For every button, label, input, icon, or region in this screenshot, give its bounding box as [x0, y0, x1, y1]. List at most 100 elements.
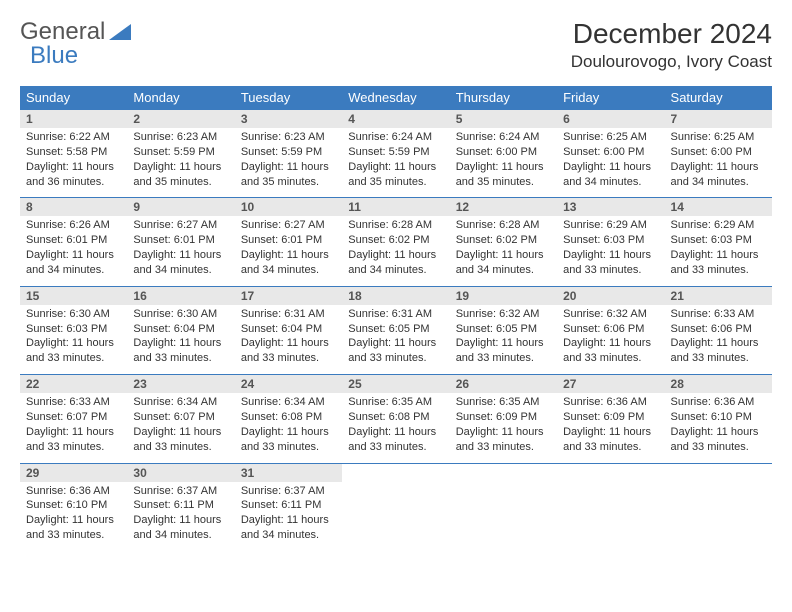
sunset-text: Sunset: 6:07 PM [26, 410, 121, 425]
day-details: Sunrise: 6:22 AMSunset: 5:58 PMDaylight:… [20, 128, 127, 197]
day-details: Sunrise: 6:35 AMSunset: 6:09 PMDaylight:… [450, 393, 557, 462]
day-details: Sunrise: 6:26 AMSunset: 6:01 PMDaylight:… [20, 216, 127, 285]
sunrise-text: Sunrise: 6:29 AM [563, 218, 658, 233]
sunset-text: Sunset: 6:03 PM [563, 233, 658, 248]
sunrise-text: Sunrise: 6:32 AM [456, 307, 551, 322]
day-number: 12 [450, 198, 557, 216]
day-number: 16 [127, 287, 234, 305]
sunset-text: Sunset: 6:01 PM [133, 233, 228, 248]
sunrise-text: Sunrise: 6:27 AM [133, 218, 228, 233]
sunrise-text: Sunrise: 6:28 AM [456, 218, 551, 233]
sunset-text: Sunset: 5:59 PM [348, 145, 443, 160]
sunset-text: Sunset: 6:05 PM [456, 322, 551, 337]
daylight-text: Daylight: 11 hours and 33 minutes. [348, 425, 443, 455]
daylight-text: Daylight: 11 hours and 33 minutes. [456, 336, 551, 366]
calendar-day-cell: 6Sunrise: 6:25 AMSunset: 6:00 PMDaylight… [557, 110, 664, 198]
sunset-text: Sunset: 6:00 PM [456, 145, 551, 160]
sunrise-text: Sunrise: 6:23 AM [133, 130, 228, 145]
daylight-text: Daylight: 11 hours and 33 minutes. [671, 248, 766, 278]
sunset-text: Sunset: 6:03 PM [671, 233, 766, 248]
day-details: Sunrise: 6:28 AMSunset: 6:02 PMDaylight:… [342, 216, 449, 285]
sunset-text: Sunset: 5:59 PM [133, 145, 228, 160]
calendar-day-cell: 10Sunrise: 6:27 AMSunset: 6:01 PMDayligh… [235, 198, 342, 286]
day-number: 6 [557, 110, 664, 128]
day-details: Sunrise: 6:37 AMSunset: 6:11 PMDaylight:… [127, 482, 234, 551]
weekday-header: Sunday [20, 86, 127, 110]
sunset-text: Sunset: 6:02 PM [456, 233, 551, 248]
sunset-text: Sunset: 6:01 PM [26, 233, 121, 248]
day-number: 26 [450, 375, 557, 393]
daylight-text: Daylight: 11 hours and 33 minutes. [133, 336, 228, 366]
daylight-text: Daylight: 11 hours and 34 minutes. [26, 248, 121, 278]
day-number: 2 [127, 110, 234, 128]
day-details: Sunrise: 6:28 AMSunset: 6:02 PMDaylight:… [450, 216, 557, 285]
day-details: Sunrise: 6:27 AMSunset: 6:01 PMDaylight:… [235, 216, 342, 285]
daylight-text: Daylight: 11 hours and 35 minutes. [348, 160, 443, 190]
sunset-text: Sunset: 6:02 PM [348, 233, 443, 248]
daylight-text: Daylight: 11 hours and 34 minutes. [456, 248, 551, 278]
calendar-day-cell: 11Sunrise: 6:28 AMSunset: 6:02 PMDayligh… [342, 198, 449, 286]
day-details: Sunrise: 6:27 AMSunset: 6:01 PMDaylight:… [127, 216, 234, 285]
location-label: Doulourovogo, Ivory Coast [571, 52, 772, 72]
daylight-text: Daylight: 11 hours and 33 minutes. [671, 425, 766, 455]
sunrise-text: Sunrise: 6:36 AM [563, 395, 658, 410]
day-number: 21 [665, 287, 772, 305]
sunrise-text: Sunrise: 6:34 AM [133, 395, 228, 410]
sunset-text: Sunset: 6:00 PM [671, 145, 766, 160]
sunset-text: Sunset: 6:08 PM [241, 410, 336, 425]
daylight-text: Daylight: 11 hours and 34 minutes. [671, 160, 766, 190]
day-details: Sunrise: 6:25 AMSunset: 6:00 PMDaylight:… [557, 128, 664, 197]
sunrise-text: Sunrise: 6:27 AM [241, 218, 336, 233]
day-details: Sunrise: 6:29 AMSunset: 6:03 PMDaylight:… [665, 216, 772, 285]
sunrise-text: Sunrise: 6:32 AM [563, 307, 658, 322]
calendar-day-cell: 28Sunrise: 6:36 AMSunset: 6:10 PMDayligh… [665, 375, 772, 463]
sunset-text: Sunset: 6:04 PM [241, 322, 336, 337]
day-details: Sunrise: 6:30 AMSunset: 6:04 PMDaylight:… [127, 305, 234, 374]
sunrise-text: Sunrise: 6:24 AM [348, 130, 443, 145]
calendar-header-row: SundayMondayTuesdayWednesdayThursdayFrid… [20, 86, 772, 110]
day-details: Sunrise: 6:25 AMSunset: 6:00 PMDaylight:… [665, 128, 772, 197]
calendar-day-cell: 8Sunrise: 6:26 AMSunset: 6:01 PMDaylight… [20, 198, 127, 286]
calendar-day-cell: 19Sunrise: 6:32 AMSunset: 6:05 PMDayligh… [450, 286, 557, 374]
logo-triangle-icon [109, 24, 131, 40]
calendar-week-row: 29Sunrise: 6:36 AMSunset: 6:10 PMDayligh… [20, 463, 772, 551]
calendar-empty-cell [557, 463, 664, 551]
daylight-text: Daylight: 11 hours and 33 minutes. [563, 248, 658, 278]
sunrise-text: Sunrise: 6:22 AM [26, 130, 121, 145]
sunset-text: Sunset: 6:04 PM [133, 322, 228, 337]
calendar-empty-cell [450, 463, 557, 551]
sunrise-text: Sunrise: 6:33 AM [671, 307, 766, 322]
daylight-text: Daylight: 11 hours and 34 minutes. [241, 248, 336, 278]
daylight-text: Daylight: 11 hours and 35 minutes. [133, 160, 228, 190]
weekday-header: Friday [557, 86, 664, 110]
sunrise-text: Sunrise: 6:25 AM [563, 130, 658, 145]
day-details: Sunrise: 6:34 AMSunset: 6:07 PMDaylight:… [127, 393, 234, 462]
daylight-text: Daylight: 11 hours and 34 minutes. [133, 513, 228, 543]
weekday-header: Saturday [665, 86, 772, 110]
day-details: Sunrise: 6:29 AMSunset: 6:03 PMDaylight:… [557, 216, 664, 285]
sunrise-text: Sunrise: 6:34 AM [241, 395, 336, 410]
day-details: Sunrise: 6:32 AMSunset: 6:06 PMDaylight:… [557, 305, 664, 374]
calendar-day-cell: 3Sunrise: 6:23 AMSunset: 5:59 PMDaylight… [235, 110, 342, 198]
sunset-text: Sunset: 5:58 PM [26, 145, 121, 160]
sunrise-text: Sunrise: 6:31 AM [241, 307, 336, 322]
day-details: Sunrise: 6:34 AMSunset: 6:08 PMDaylight:… [235, 393, 342, 462]
daylight-text: Daylight: 11 hours and 35 minutes. [241, 160, 336, 190]
daylight-text: Daylight: 11 hours and 33 minutes. [241, 425, 336, 455]
calendar-week-row: 1Sunrise: 6:22 AMSunset: 5:58 PMDaylight… [20, 110, 772, 198]
calendar-day-cell: 4Sunrise: 6:24 AMSunset: 5:59 PMDaylight… [342, 110, 449, 198]
calendar-empty-cell [342, 463, 449, 551]
calendar-day-cell: 23Sunrise: 6:34 AMSunset: 6:07 PMDayligh… [127, 375, 234, 463]
day-number: 17 [235, 287, 342, 305]
sunrise-text: Sunrise: 6:37 AM [241, 484, 336, 499]
sunrise-text: Sunrise: 6:35 AM [348, 395, 443, 410]
sunset-text: Sunset: 6:11 PM [241, 498, 336, 513]
day-number: 14 [665, 198, 772, 216]
day-number: 20 [557, 287, 664, 305]
calendar-day-cell: 5Sunrise: 6:24 AMSunset: 6:00 PMDaylight… [450, 110, 557, 198]
day-number: 7 [665, 110, 772, 128]
sunset-text: Sunset: 6:07 PM [133, 410, 228, 425]
daylight-text: Daylight: 11 hours and 33 minutes. [563, 336, 658, 366]
daylight-text: Daylight: 11 hours and 34 minutes. [241, 513, 336, 543]
brand-part2: Blue [30, 42, 78, 70]
